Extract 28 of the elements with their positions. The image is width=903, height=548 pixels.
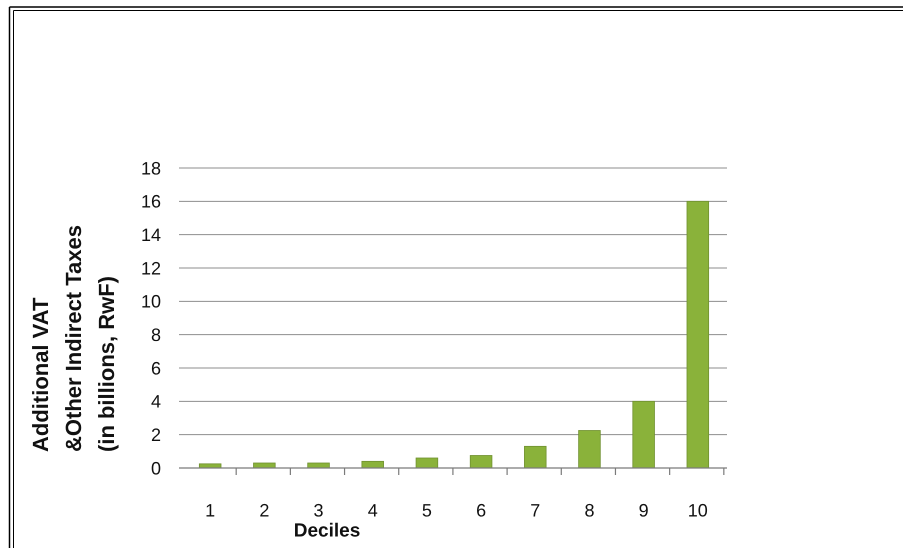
- bar: [416, 458, 438, 468]
- x-tick-label: 5: [422, 500, 432, 520]
- x-tick-label: 7: [530, 500, 540, 520]
- y-tick-label: 16: [140, 192, 161, 212]
- x-tick-label: 3: [314, 500, 324, 520]
- y-axis-title: Additional VAT &Other Indirect Taxes (in billions, RwF): [28, 225, 119, 452]
- y-tick-label: 8: [150, 324, 161, 345]
- y-tick-label: 10: [140, 292, 161, 312]
- x-tick-label: 10: [688, 500, 708, 520]
- y-tick-label: 14: [140, 224, 161, 245]
- x-tick-label: 8: [584, 500, 594, 520]
- y-tick-label: 12: [140, 258, 161, 278]
- y-tick-label: 4: [150, 392, 161, 412]
- x-axis-title: Deciles: [294, 520, 360, 542]
- x-tick-label: 6: [476, 500, 486, 520]
- bar: [632, 400, 655, 468]
- x-tick-label: 9: [638, 500, 649, 520]
- y-tick-label: 2: [150, 424, 161, 445]
- y-tick-label: 6: [150, 358, 161, 378]
- y-tick-label: 0: [150, 458, 161, 478]
- bar: [524, 446, 547, 468]
- x-tick-label: 2: [259, 500, 270, 520]
- x-tick-label: 1: [205, 500, 216, 520]
- y-tick-label: 18: [140, 158, 161, 178]
- bar: [470, 455, 492, 468]
- x-tick-label: 4: [368, 500, 378, 520]
- bar: [578, 430, 601, 468]
- bar: [686, 200, 710, 468]
